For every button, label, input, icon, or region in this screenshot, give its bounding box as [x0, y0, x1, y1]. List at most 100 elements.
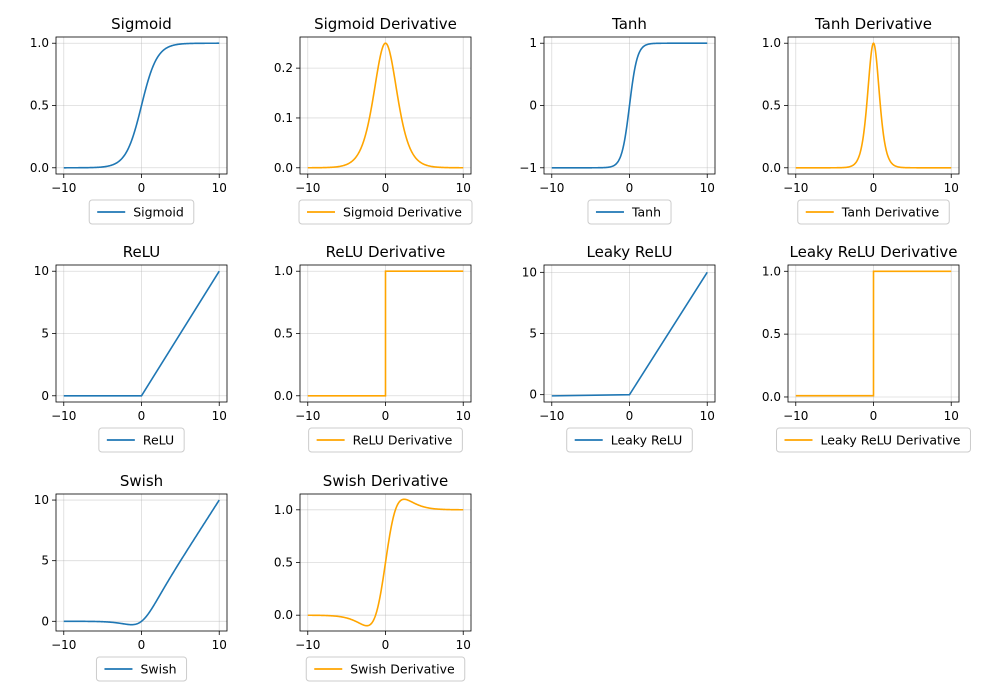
x-tick-label: 10	[700, 181, 715, 195]
chart-title: Swish Derivative	[323, 472, 448, 490]
y-tick-label: 0.5	[274, 556, 293, 570]
x-tick-label: 10	[944, 409, 959, 423]
chart-title: Leaky ReLU	[587, 243, 673, 261]
chart-relu-derivative: −10 0 10 0.0 0.5 1.0 ReLU Derivative ReLU Deriv…	[274, 243, 472, 453]
legend: Tanh	[587, 199, 672, 225]
legend-box	[88, 199, 195, 225]
y-tick-label: 0	[41, 389, 49, 403]
x-tick-label: −10	[539, 181, 564, 195]
legend-label: Leaky ReLU Derivative	[821, 433, 961, 448]
legend-label: ReLU	[143, 433, 174, 448]
chart-title: Sigmoid	[111, 15, 172, 33]
y-tick-label: 1.0	[30, 36, 49, 50]
chart-leaky-relu-derivative: −10 0 10 0.0 0.5 1.0 Leaky ReLU Derivative Leak…	[762, 243, 971, 453]
x-tick-label: 10	[212, 181, 227, 195]
chart-title: Sigmoid Derivative	[314, 15, 457, 33]
y-tick-label: 0.1	[274, 111, 293, 125]
y-tick-label: 0.5	[30, 99, 49, 113]
y-tick-label: 1.0	[274, 264, 293, 278]
legend-label: Swish	[140, 662, 176, 677]
legend-box	[298, 199, 473, 225]
legend: Swish	[95, 656, 188, 682]
y-tick-label: 0.0	[274, 161, 293, 175]
y-tick-label: 0.0	[762, 161, 781, 175]
series-line-tanh	[551, 42, 708, 169]
legend: Leaky ReLU	[566, 427, 693, 453]
y-tick-label: −1	[519, 161, 537, 175]
x-tick-label: −10	[783, 181, 808, 195]
legend-label: Leaky ReLU	[611, 433, 683, 448]
legend: Sigmoid Derivative	[298, 199, 473, 225]
legend-box	[776, 427, 971, 453]
y-tick-label: 5	[529, 327, 537, 341]
chart-title: Swish	[120, 472, 163, 490]
series-line-tanh-derivative	[795, 42, 952, 169]
x-tick-label: −10	[51, 181, 76, 195]
chart-title: Leaky ReLU Derivative	[790, 243, 958, 261]
legend-label: Tanh Derivative	[841, 205, 940, 220]
x-tick-label: 0	[870, 181, 878, 195]
y-tick-label: 0.0	[762, 390, 781, 404]
legend: Tanh Derivative	[797, 199, 950, 225]
chart-title: Tanh Derivative	[814, 15, 932, 33]
y-tick-label: 1	[529, 36, 537, 50]
legend: ReLU	[98, 427, 185, 453]
x-tick-label: −10	[51, 409, 76, 423]
x-tick-label: 0	[382, 638, 390, 652]
series-line-relu	[63, 270, 220, 397]
y-tick-label: 5	[41, 327, 49, 341]
y-tick-label: 10	[34, 264, 49, 278]
legend: Swish Derivative	[305, 656, 466, 682]
series-line-leaky-relu-derivative	[795, 270, 952, 397]
chart-sigmoid-derivative: −10 0 10 0.0 0.1 0.2 Sigmoid Derivative Sigmoid…	[274, 15, 473, 225]
legend-box	[587, 199, 672, 225]
x-tick-label: −10	[295, 638, 320, 652]
legend-label: ReLU Derivative	[353, 433, 453, 448]
y-tick-label: 0.5	[762, 327, 781, 341]
legend: ReLU Derivative	[308, 427, 463, 453]
y-tick-label: 5	[41, 554, 49, 568]
y-tick-label: 0.0	[274, 389, 293, 403]
legend-box	[98, 427, 185, 453]
series-line-sigmoid	[63, 42, 220, 169]
chart-title: ReLU	[123, 243, 161, 261]
x-tick-label: −10	[783, 409, 808, 423]
x-tick-label: 10	[212, 409, 227, 423]
chart-sigmoid: −10 0 10 0.0 0.5 1.0 Sigmoid Sigmoid	[30, 15, 228, 225]
series-line-sigmoid-derivative	[307, 42, 464, 169]
legend-box	[566, 427, 693, 453]
legend: Sigmoid	[88, 199, 195, 225]
legend-box	[797, 199, 950, 225]
y-tick-label: 1.0	[762, 36, 781, 50]
chart-title: ReLU Derivative	[326, 243, 446, 261]
y-tick-label: 0	[41, 614, 49, 628]
x-tick-label: −10	[51, 638, 76, 652]
x-tick-label: 10	[456, 638, 471, 652]
legend-box	[95, 656, 188, 682]
y-tick-label: 0.2	[274, 61, 293, 75]
y-tick-label: 0.5	[274, 327, 293, 341]
y-tick-label: 10	[522, 265, 537, 279]
chart-swish-derivative: −10 0 10 0.0 0.5 1.0 Swish Derivative Swish Der…	[274, 472, 472, 682]
legend-label: Sigmoid	[133, 205, 184, 220]
x-tick-label: −10	[295, 181, 320, 195]
y-tick-label: 0	[529, 388, 537, 402]
y-tick-label: 0	[529, 99, 537, 113]
legend-label: Sigmoid Derivative	[343, 205, 462, 220]
x-tick-label: −10	[539, 409, 564, 423]
x-tick-label: 10	[944, 181, 959, 195]
y-tick-label: 0.0	[30, 161, 49, 175]
x-tick-label: 0	[138, 181, 146, 195]
chart-title: Tanh	[611, 15, 647, 33]
x-tick-label: −10	[295, 409, 320, 423]
y-tick-label: 10	[34, 493, 49, 507]
series-line-relu-derivative	[307, 270, 464, 397]
series-line-swish-derivative	[307, 498, 464, 627]
x-tick-label: 10	[700, 409, 715, 423]
x-tick-label: 0	[870, 409, 878, 423]
legend-box	[305, 656, 466, 682]
